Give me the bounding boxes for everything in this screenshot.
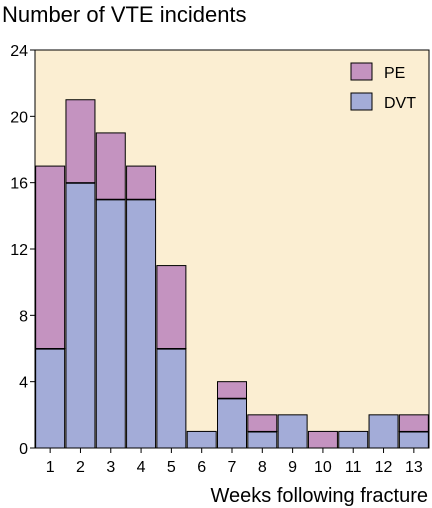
bar-dvt-week-11	[338, 430, 369, 449]
y-tick-label: 24	[10, 43, 28, 60]
x-tick-label: 7	[228, 459, 237, 476]
bar-dvt-week-1	[35, 348, 66, 449]
bar-pe-week-10	[307, 430, 338, 449]
x-axis-label: Weeks following fracture	[211, 485, 429, 507]
legend-swatch-pe	[350, 62, 373, 81]
y-tick-label: 0	[19, 441, 28, 458]
x-tick-label: 3	[106, 459, 115, 476]
x-tick-label: 11	[345, 459, 362, 476]
x-tick-label: 1	[46, 459, 55, 476]
y-tick-label: 4	[19, 375, 28, 392]
bar-dvt-week-3	[95, 198, 126, 449]
x-tick-label: 9	[288, 459, 297, 476]
y-axis: 0 4 8 12 16 20 24	[10, 43, 35, 458]
bar-dvt-week-9	[277, 414, 308, 449]
bar-dvt-week-13	[398, 430, 429, 449]
x-tick-label: 13	[405, 459, 423, 476]
x-axis: 1 2 3 4 5 6 7 8 9 10 11 12 13	[46, 448, 423, 476]
y-tick-label: 20	[10, 109, 28, 126]
y-tick-label: 12	[10, 242, 28, 259]
bar-pe-week-3	[95, 132, 126, 200]
x-tick-label: 12	[375, 459, 393, 476]
x-tick-label: 2	[76, 459, 85, 476]
bar-pe-week-2	[65, 99, 96, 184]
chart-title: Number of VTE incidents	[2, 2, 247, 27]
bar-dvt-week-8	[247, 430, 278, 449]
bar-pe-week-13	[398, 414, 429, 432]
x-tick-label: 10	[314, 459, 332, 476]
x-tick-label: 6	[197, 459, 206, 476]
y-tick-label: 16	[10, 176, 28, 193]
bar-pe-week-5	[156, 265, 187, 350]
x-tick-label: 5	[167, 459, 176, 476]
legend-swatch-dvt	[350, 92, 373, 111]
legend-label-dvt: DVT	[384, 95, 416, 112]
bar-dvt-week-6	[186, 430, 217, 449]
bar-dvt-week-12	[368, 414, 399, 449]
y-tick-label: 8	[19, 308, 28, 325]
bar-dvt-week-2	[65, 182, 96, 449]
legend: PE DVT	[350, 62, 416, 112]
bar-dvt-week-7	[217, 397, 247, 449]
bar-pe-week-8	[247, 414, 278, 432]
x-tick-label: 8	[258, 459, 267, 476]
bar-pe-week-7	[217, 381, 247, 399]
x-tick-label: 4	[137, 459, 146, 476]
bar-dvt-week-4	[126, 198, 157, 449]
legend-label-pe: PE	[384, 65, 405, 82]
bar-pe-week-1	[35, 165, 66, 349]
bars-group	[35, 99, 429, 449]
bar-dvt-week-5	[156, 348, 187, 449]
bar-pe-week-4	[126, 165, 157, 200]
